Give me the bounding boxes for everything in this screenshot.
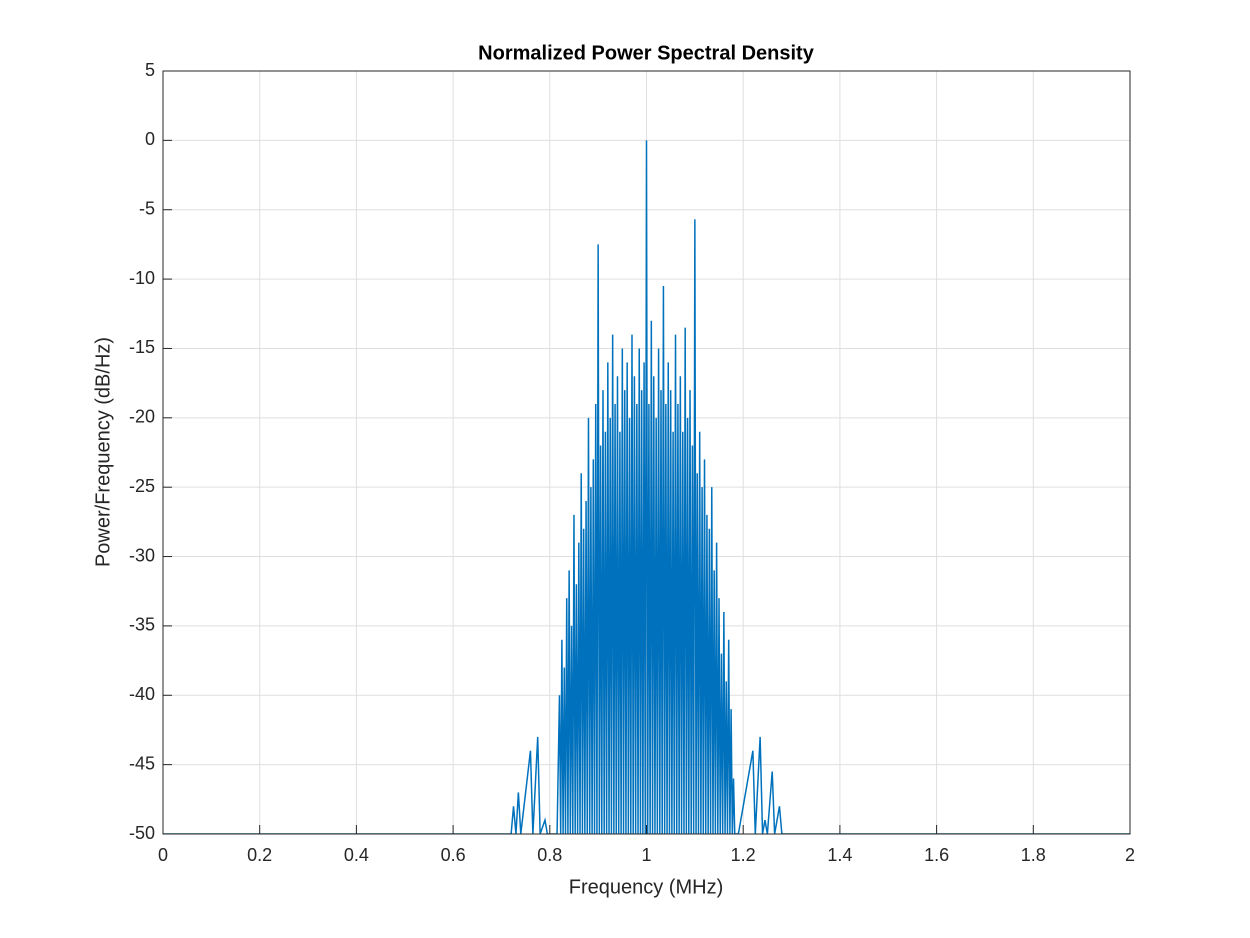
y-tick-label: -25 (129, 476, 155, 496)
x-tick-label: 0.2 (247, 845, 272, 865)
x-tick-label: 1.6 (924, 845, 949, 865)
y-tick-label: -5 (139, 198, 155, 218)
x-tick-label: 1.2 (731, 845, 756, 865)
y-axis-label: Power/Frequency (dB/Hz) (92, 337, 114, 567)
x-tick-label: 0 (158, 845, 168, 865)
y-tick-label: -40 (129, 684, 155, 704)
y-tick-label: -45 (129, 753, 155, 773)
data-layer (163, 140, 1130, 834)
x-tick-label: 1 (641, 845, 651, 865)
x-tick-label: 2 (1125, 845, 1135, 865)
x-tick-label: 1.8 (1021, 845, 1046, 865)
chart-title: Normalized Power Spectral Density (478, 42, 815, 64)
y-tick-label: -10 (129, 268, 155, 288)
y-tick-label: -20 (129, 407, 155, 427)
y-tick-label: 5 (145, 60, 155, 80)
y-tick-label: 0 (145, 129, 155, 149)
x-tick-label: 0.4 (344, 845, 369, 865)
x-tick-label: 0.8 (537, 845, 562, 865)
x-axis-label: Frequency (MHz) (569, 876, 723, 898)
x-tick-label: 1.4 (827, 845, 852, 865)
y-tick-label: -30 (129, 545, 155, 565)
spectrum-line (163, 140, 1130, 834)
y-tick-label: -50 (129, 823, 155, 843)
y-tick-label: -15 (129, 337, 155, 357)
y-tick-label: -35 (129, 615, 155, 635)
x-tick-label: 0.6 (441, 845, 466, 865)
